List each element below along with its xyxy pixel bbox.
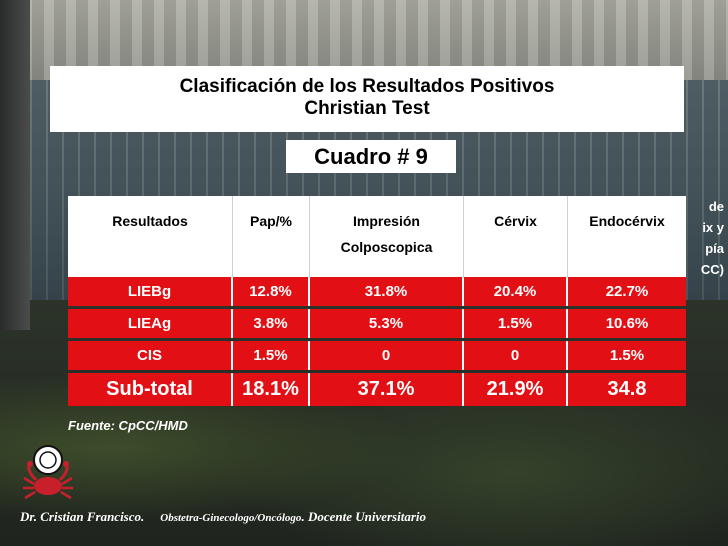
title-line-2: Christian Test [304, 98, 430, 119]
crab-logo-icon [23, 445, 73, 500]
cell-impresion: 0 [310, 341, 464, 370]
title-box: Clasificación de los Resultados Positivo… [50, 66, 684, 132]
header-endocervix: Endocérvix [589, 213, 665, 229]
cell-endocervix: 34.8 [607, 378, 647, 400]
header-impresion: Impresión Colposcopica [310, 196, 464, 277]
cell-endocervix: 22.7% [605, 283, 649, 300]
table-row: LIEAg 3.8% 5.3% 1.5% 10.6% [68, 309, 686, 338]
header-resultados: Resultados [68, 196, 233, 277]
cell-endocervix: 10.6% [605, 315, 649, 332]
side-fragment: pía [705, 241, 724, 256]
cell-impresion: 5.3% [310, 309, 464, 338]
side-text-fragment: de ix y pía CC) [676, 196, 728, 280]
cell-pap: 3.8% [233, 309, 310, 338]
row-label: CIS [68, 341, 233, 370]
side-fragment: de [708, 199, 724, 214]
results-table: Resultados Pap/% Impresión Colposcopica … [68, 196, 686, 406]
title-line-1: Clasificación de los Resultados Positivo… [179, 76, 555, 97]
author-name: Dr. Cristian Francisco. [20, 509, 145, 524]
cell-pap: 12.8% [233, 277, 310, 306]
author-specialty: Obstetra-Ginecologo/Oncólogo [160, 512, 302, 524]
footer-credits: Dr. Cristian Francisco. Obstetra-Ginecol… [20, 508, 426, 526]
table-row: CIS 1.5% 0 0 1.5% [68, 341, 686, 370]
table-row-subtotal: Sub-total 18.1% 37.1% 21.9% 34.8 [68, 373, 686, 406]
row-label: LIEAg [68, 309, 233, 338]
side-fragment: CC) [700, 262, 724, 277]
header-pap: Pap/% [233, 196, 310, 277]
side-fragment: ix y [702, 220, 724, 235]
cell-cervix: 20.4% [464, 277, 568, 306]
cell-cervix: 0 [464, 341, 568, 370]
row-label: Sub-total [68, 373, 233, 406]
header-cervix: Cérvix [464, 196, 568, 277]
header-impresion-line1: Impresión [353, 213, 420, 229]
cell-endocervix: 1.5% [609, 347, 645, 364]
cell-pap: 1.5% [233, 341, 310, 370]
lamp-post [0, 0, 30, 330]
cell-impresion: 37.1% [310, 373, 464, 406]
table-header-row: Resultados Pap/% Impresión Colposcopica … [68, 196, 686, 277]
author-role: . Docente Universitario [301, 509, 427, 524]
cell-cervix: 1.5% [464, 309, 568, 338]
table-row: LIEBg 12.8% 31.8% 20.4% 22.7% [68, 277, 686, 306]
cell-impresion: 31.8% [310, 277, 464, 306]
source-note: Fuente: CpCC/HMD [68, 418, 188, 433]
cell-pap: 18.1% [233, 373, 310, 406]
header-impresion-line2: Colposcopica [340, 239, 433, 255]
cuadro-label: Cuadro # 9 [286, 140, 456, 173]
cell-cervix: 21.9% [464, 373, 568, 406]
row-label: LIEBg [68, 277, 233, 306]
